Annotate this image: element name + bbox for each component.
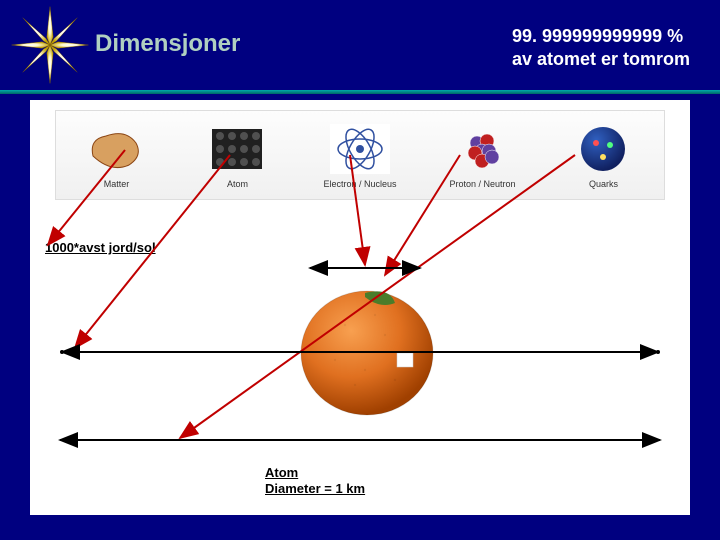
scale-item: Quarks — [568, 121, 638, 189]
scale-label: Proton / Neutron — [449, 179, 515, 189]
scale-image — [81, 121, 151, 176]
subtitle-line1: 99. 999999999999 % — [512, 26, 683, 46]
scale-label: Matter — [104, 179, 130, 189]
scale-label: Atom — [227, 179, 248, 189]
scale-dot-left — [60, 350, 64, 354]
scale-dot-right — [656, 350, 660, 354]
atom-label: Atom — [265, 465, 298, 480]
scale-image — [447, 121, 517, 176]
scale-strip: Matter Atom Electron / Nucleus Proton / Neu… — [55, 110, 665, 200]
atom-diameter-value: Diameter = 1 km — [265, 481, 365, 496]
subtitle-line2: av atomet er tomrom — [512, 49, 690, 69]
scale-image — [568, 121, 638, 176]
scale-image — [202, 121, 272, 176]
orange-image — [295, 275, 440, 420]
scale-label: Electron / Nucleus — [323, 179, 396, 189]
scale-item: Matter — [81, 121, 151, 189]
star-icon — [10, 5, 90, 85]
scale-item: Atom — [202, 121, 272, 189]
scale-image — [325, 121, 395, 176]
page-subtitle: 99. 999999999999 % av atomet er tomrom — [512, 25, 690, 72]
scale-item: Proton / Neutron — [447, 121, 517, 189]
scale-label: Quarks — [589, 179, 618, 189]
page-title: Dimensjoner — [95, 30, 240, 58]
caption-earth-sun: 1000*avst jord/sol — [45, 240, 156, 255]
scale-item: Electron / Nucleus — [323, 121, 396, 189]
content-area: Matter Atom Electron / Nucleus Proton / Neu… — [30, 100, 690, 515]
caption-atom-diameter: Atom Diameter = 1 km — [265, 465, 365, 496]
header-divider — [0, 90, 720, 94]
